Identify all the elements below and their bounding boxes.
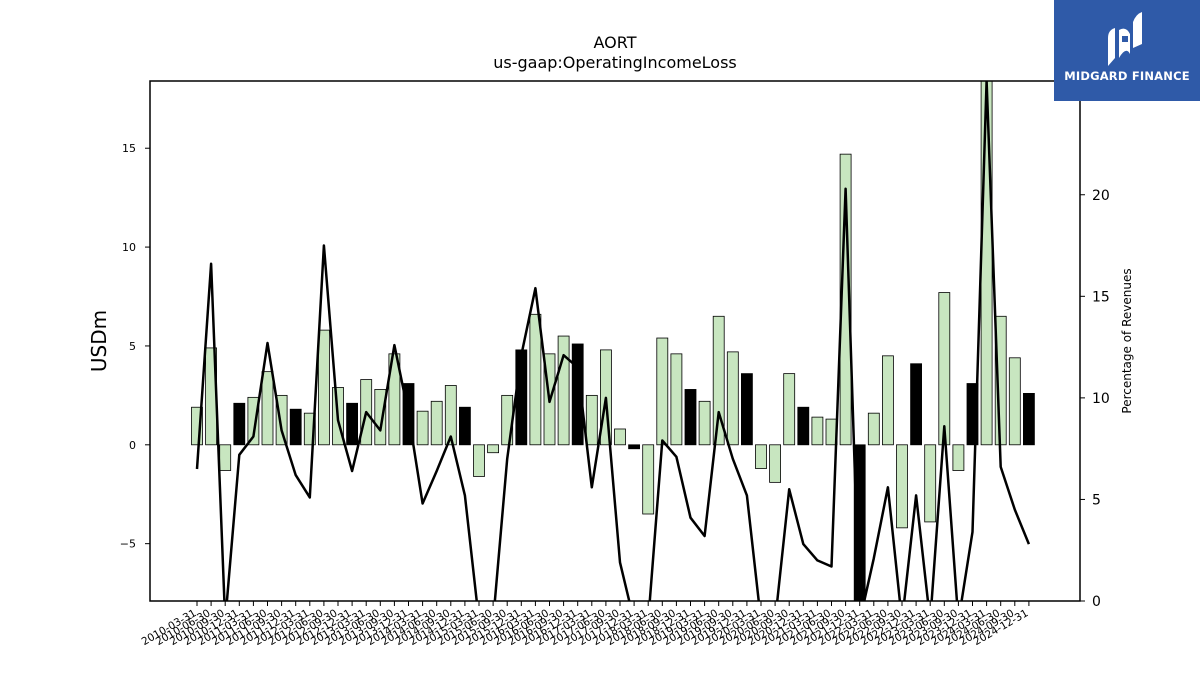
percentage-line [195,81,1031,601]
bar-2017-12-31 [628,444,640,450]
bar-2014-12-31 [458,406,471,446]
bar-2022-06-30 [882,355,894,446]
y2-tick-label: 15 [1092,289,1110,305]
bar-2024-09-30 [1008,357,1021,446]
y-tick-label: 15 [122,142,136,155]
bar-2014-03-31 [416,410,429,446]
bar-2021-03-31 [811,416,824,446]
bar-2010-09-30 [219,444,232,471]
y-tick-label: 5 [129,340,136,353]
bar-2013-06-30 [374,389,387,446]
bar-2020-03-31 [755,444,767,469]
bar-2012-03-31 [303,412,316,446]
bar-2018-09-30 [670,353,683,446]
bar-2020-09-30 [783,373,796,446]
line-group [195,81,1031,601]
bar-2023-06-30 [938,292,951,446]
chart-subtitle: us-gaap:OperatingIncomeLoss [493,53,737,72]
y2-axis-label: Percentage of Revenues [1120,268,1134,413]
bar-2014-09-30 [444,385,457,446]
bar-2011-06-30 [261,371,274,446]
brand-name: MIDGARD FINANCE [1064,69,1190,83]
bar-2021-12-31 [853,444,866,601]
bar-2015-06-30 [487,444,500,454]
bar-2011-03-31 [247,396,260,446]
bar-2020-06-30 [769,444,781,483]
bar-2018-12-31 [684,389,697,446]
y-tick-label: −5 [120,538,136,551]
bar-2019-03-31 [698,400,711,446]
bar-2015-03-31 [473,444,485,477]
bar-2019-12-31 [741,373,753,446]
y2-tick-label: 10 [1092,391,1110,407]
bar-2022-09-30 [896,444,908,529]
bar-2016-03-31 [529,313,542,446]
bar-2022-12-31 [910,363,922,446]
bar-2024-03-31 [980,81,993,446]
bar-2011-09-30 [275,394,288,446]
bar-2013-09-30 [388,353,401,446]
brand-logo: MIDGARD FINANCE [1054,0,1200,101]
bar-2010-12-31 [233,402,246,446]
plot-frame [149,80,1081,602]
bar-2016-12-31 [571,343,584,446]
bar-2023-03-31 [924,444,937,523]
bar-2017-03-31 [585,394,598,446]
bar-2018-06-30 [656,337,669,446]
bar-2024-12-31 [1023,392,1035,446]
bar-2010-03-31 [191,406,203,446]
bar-2020-12-31 [797,406,810,446]
bar-2014-06-30 [430,400,443,446]
y2-tick-label: 20 [1092,188,1110,204]
bar-2023-09-30 [952,444,965,471]
bar-2018-03-31 [642,444,655,515]
midgard-logo-icon [1108,12,1142,66]
bar-2011-12-31 [289,408,302,446]
y-axis-label: USDm [87,310,111,372]
bar-2022-03-31 [867,412,880,446]
bar-2017-09-30 [614,428,626,446]
bar-2021-09-30 [839,153,852,446]
y-tick-label: 0 [129,439,136,452]
bar-2023-12-31 [966,383,979,446]
y2-tick-label: 5 [1092,492,1101,508]
bar-2019-09-30 [726,351,739,446]
chart-title: AORT [594,33,637,52]
y2-tick-label: 0 [1092,594,1101,610]
bar-2012-06-30 [317,329,330,446]
bar-group [191,81,1035,601]
y-tick-label: 10 [122,241,136,254]
bar-2019-06-30 [712,315,725,446]
bar-2012-12-31 [346,402,359,446]
bar-2016-09-30 [557,335,570,446]
